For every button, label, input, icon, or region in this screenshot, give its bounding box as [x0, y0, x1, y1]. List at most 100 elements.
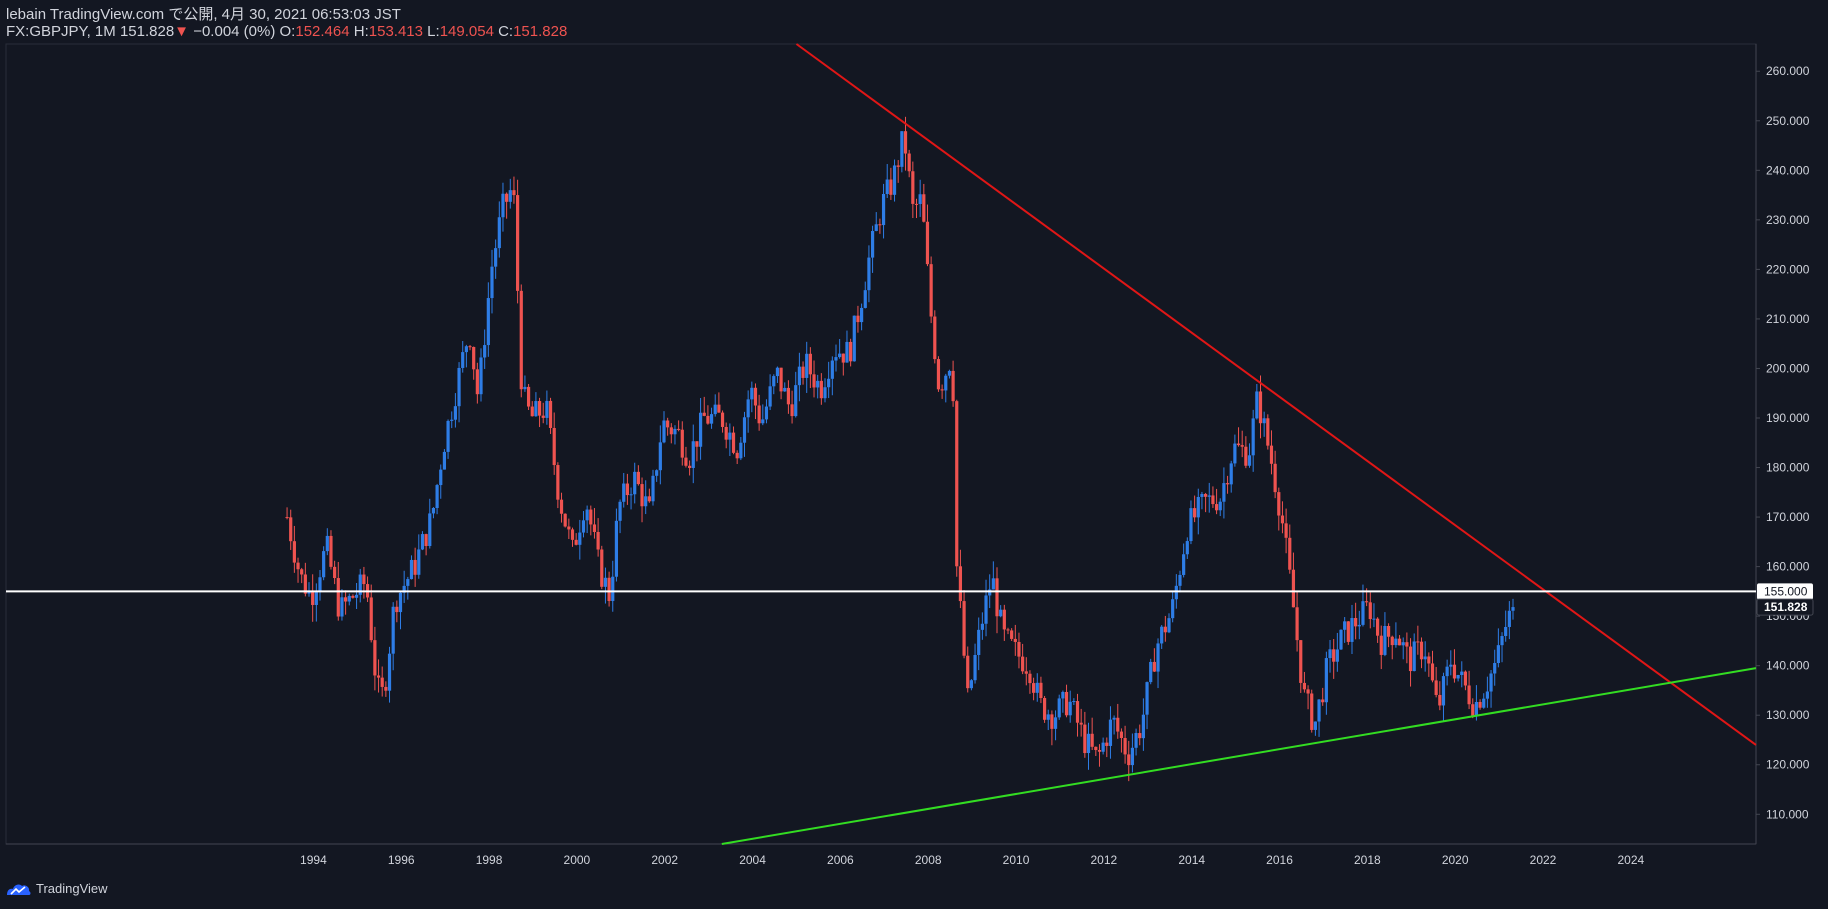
- candle-body: [1035, 682, 1039, 693]
- x-tick-label: 1998: [476, 853, 503, 867]
- candle-body: [651, 475, 655, 502]
- y-tick-label: 210.000: [1766, 312, 1810, 326]
- candle-body: [933, 316, 937, 360]
- x-tick-label: 2000: [564, 853, 591, 867]
- candle-body: [1269, 445, 1274, 464]
- candle-body: [1134, 733, 1138, 748]
- candle-body: [735, 452, 739, 459]
- candle-body: [889, 179, 893, 195]
- candle-body: [1053, 717, 1058, 729]
- candle-body: [1229, 463, 1233, 485]
- x-tick-label: 1996: [388, 853, 415, 867]
- candle-body: [1185, 541, 1189, 555]
- candle-body: [1236, 443, 1241, 446]
- high-value: 153.413: [368, 23, 423, 40]
- candle-body: [955, 401, 959, 567]
- candle-body: [1141, 714, 1145, 739]
- trendline[interactable]: [721, 667, 1757, 845]
- candle-body: [303, 574, 307, 594]
- candle-body: [757, 405, 761, 424]
- down-arrow-icon: ▼: [174, 23, 190, 40]
- candle-body: [625, 483, 629, 496]
- candle-body: [958, 566, 963, 602]
- high-label: H:: [353, 23, 369, 40]
- candle-body: [720, 412, 725, 427]
- y-tick-label: 250.000: [1766, 114, 1810, 128]
- y-tick-label: 120.000: [1766, 758, 1810, 772]
- candle-body: [841, 353, 845, 363]
- candle-body: [475, 369, 479, 395]
- candle-body: [673, 428, 677, 435]
- candle-body: [1346, 621, 1350, 642]
- trendline[interactable]: [795, 43, 1757, 746]
- x-tick-label: 2004: [739, 853, 766, 867]
- candle-body: [402, 585, 406, 593]
- plot-area[interactable]: [5, 43, 1757, 845]
- candle-body: [644, 496, 648, 507]
- candle-body: [1006, 629, 1010, 631]
- x-tick-label: 2020: [1442, 853, 1469, 867]
- candle-body: [464, 346, 468, 353]
- candle-body: [662, 420, 666, 443]
- candle-body: [1042, 698, 1047, 720]
- candle-body: [702, 412, 706, 416]
- candle-body: [1423, 656, 1427, 660]
- candle-body: [903, 131, 908, 154]
- candle-body: [1097, 750, 1102, 752]
- candle-body: [1160, 626, 1164, 644]
- trendlines[interactable]: [6, 43, 1757, 845]
- candle-body: [1445, 666, 1449, 677]
- candle-body: [808, 353, 812, 375]
- candle-body: [1039, 682, 1043, 699]
- candle-body: [1032, 683, 1036, 693]
- candle-body: [1390, 636, 1394, 646]
- candle-body: [1057, 698, 1061, 718]
- candle-body: [344, 597, 348, 602]
- candle-body: [991, 578, 995, 590]
- footer-brand[interactable]: TradingView: [6, 881, 108, 896]
- candle-body: [1419, 641, 1424, 660]
- candle-body: [314, 591, 318, 605]
- candle-body: [409, 559, 414, 580]
- candle-body: [1108, 719, 1113, 746]
- candle-body: [1383, 625, 1387, 655]
- candle-body: [827, 378, 831, 388]
- candle-body: [387, 653, 392, 691]
- candle-body: [914, 203, 919, 205]
- candle-body: [1507, 610, 1511, 627]
- candle-body: [1496, 645, 1500, 664]
- price-labels: 155.000 151.828: [1756, 583, 1814, 616]
- candle-body: [684, 457, 688, 466]
- symbol-label[interactable]: FX:GBPJPY, 1M: [6, 23, 116, 40]
- candle-body: [358, 574, 362, 595]
- candle-body: [1412, 641, 1416, 672]
- candle-body: [1482, 698, 1486, 708]
- candle-body: [1511, 607, 1515, 611]
- candle-body: [783, 387, 787, 392]
- time-axis[interactable]: 1994 1996 1998 2000 2002 2004 2006 2008 2010 2012…: [300, 853, 1644, 867]
- candle-body: [764, 406, 769, 420]
- candle-body: [1211, 495, 1215, 505]
- candle-body: [867, 257, 871, 291]
- candle-body: [655, 470, 659, 476]
- candle-body: [325, 535, 329, 552]
- candle-body: [336, 578, 340, 617]
- candle-body: [713, 404, 717, 415]
- close-label: C:: [498, 23, 514, 40]
- candle-body: [640, 484, 644, 507]
- candle-body: [1299, 640, 1303, 683]
- candle-body: [706, 415, 710, 424]
- candle-body: [1343, 621, 1347, 630]
- candle-body: [552, 427, 556, 466]
- candle-body: [1416, 641, 1420, 643]
- candle-body: [1244, 446, 1248, 466]
- candle-body: [1130, 747, 1135, 766]
- candle-body: [812, 374, 816, 388]
- candle-body: [289, 517, 293, 542]
- candle-body: [947, 370, 952, 376]
- candle-body: [329, 535, 333, 567]
- candle-body: [490, 266, 494, 299]
- candle-body: [896, 165, 900, 167]
- candle-body: [1094, 746, 1098, 751]
